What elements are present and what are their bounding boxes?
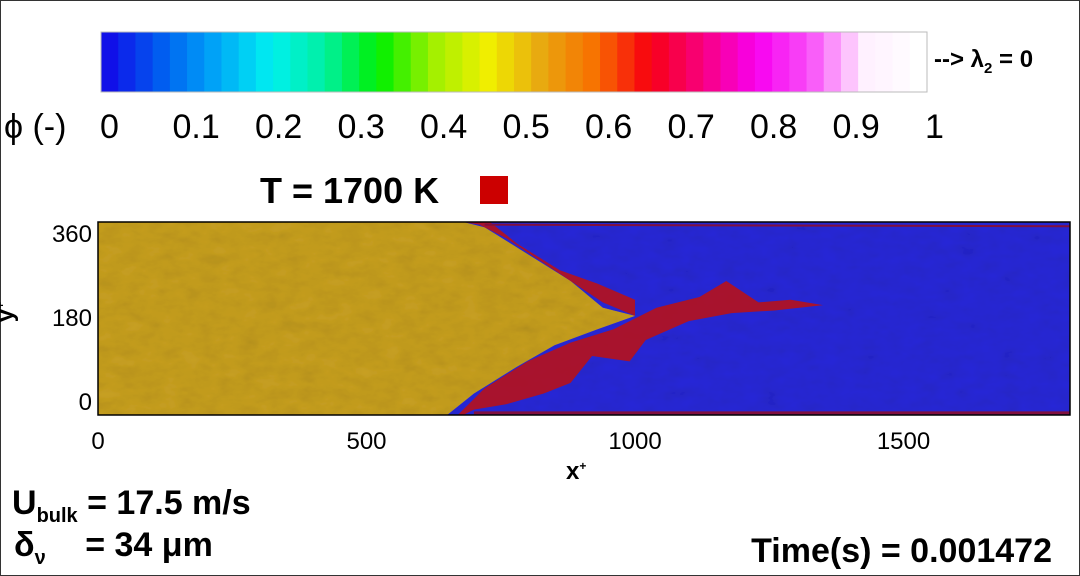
colorbar-segment xyxy=(496,32,515,92)
bulk-velocity: Ubulk = 17.5 m/s xyxy=(12,484,251,527)
colorbar-border xyxy=(100,31,928,93)
colorbar-segment xyxy=(514,32,532,92)
colorbar-segment xyxy=(875,32,894,92)
colorbar-segment xyxy=(668,32,687,92)
lambda2-value: = 0 xyxy=(992,46,1034,73)
colorbar-segment xyxy=(548,32,567,92)
colorbar-tick-label: 0.1 xyxy=(172,108,220,146)
colorbar-segment xyxy=(341,32,360,92)
colorbar-segment xyxy=(634,32,653,92)
time-readout: Time(s) = 0.001472 xyxy=(751,532,1052,570)
colorbar-segment xyxy=(427,32,446,92)
lambda2-note: --> λ2 = 0 xyxy=(934,46,1033,77)
colorbar-segment xyxy=(187,32,205,92)
colorbar-segment xyxy=(169,32,188,92)
colorbar-segment xyxy=(840,32,859,92)
colorbar-tick-label: 0.6 xyxy=(585,108,633,146)
colorbar-tick-label: 0.7 xyxy=(667,108,715,146)
x-axis-label: x+ xyxy=(566,458,587,485)
colorbar-segment xyxy=(152,32,171,92)
flame-surface-lower xyxy=(441,280,823,415)
colorbar-tick-label: 0.9 xyxy=(832,108,880,146)
colorbar xyxy=(101,32,928,92)
colorbar-segment xyxy=(221,32,240,92)
colorbar-segment xyxy=(600,32,618,92)
colorbar-segment xyxy=(892,32,911,92)
y-tick-label: 360 xyxy=(51,221,92,248)
x-tick-label: 1500 xyxy=(876,428,931,455)
colorbar-segment xyxy=(806,32,825,92)
wall-flame-top xyxy=(484,223,1071,228)
viscous-length: δν = 34 μm xyxy=(14,526,213,569)
colorbar-segment xyxy=(462,32,481,92)
colorbar-tick-label: 0.5 xyxy=(502,108,550,146)
plot-area xyxy=(97,221,1071,416)
colorbar-segment xyxy=(255,32,274,92)
colorbar-segment xyxy=(359,32,377,92)
colorbar-segment xyxy=(686,32,704,92)
colorbar-variable-label: ϕ (-) xyxy=(4,108,67,146)
colorbar-segment xyxy=(789,32,808,92)
colorbar-segment xyxy=(118,32,137,92)
colorbar-segment xyxy=(720,32,739,92)
colorbar-segment xyxy=(445,32,463,92)
colorbar-tick-label: 0.3 xyxy=(337,108,385,146)
colorbar-tick-label: 0.8 xyxy=(750,108,798,146)
x-tick-label: 500 xyxy=(346,428,387,455)
colorbar-segment xyxy=(703,32,722,92)
flame-surface-upper xyxy=(463,222,636,316)
colorbar-tick-label: 0.2 xyxy=(255,108,303,146)
colorbar-segment xyxy=(582,32,601,92)
lambda2-text: --> λ xyxy=(934,46,985,73)
colorbar-segment xyxy=(204,32,223,92)
colorbar-segment xyxy=(479,32,498,92)
colorbar-segment xyxy=(324,32,343,92)
unburnt-region xyxy=(98,222,636,415)
colorbar-segment xyxy=(617,32,636,92)
colorbar-segment xyxy=(273,32,291,92)
colorbar-segment xyxy=(565,32,584,92)
colorbar-segment xyxy=(858,32,876,92)
colorbar-segment xyxy=(307,32,326,92)
legend-swatch xyxy=(480,176,508,204)
colorbar-tick-label: 1 xyxy=(925,108,944,146)
lambda2-sub: 2 xyxy=(984,59,993,77)
colorbar-segment xyxy=(754,32,773,92)
colorbar-segment xyxy=(290,32,309,92)
colorbar-segment xyxy=(772,32,790,92)
colorbar-segment xyxy=(531,32,550,92)
colorbar-segment xyxy=(823,32,842,92)
colorbar-segment xyxy=(410,32,429,92)
colorbar-tick-label: 0 xyxy=(100,108,119,146)
colorbar-segment xyxy=(651,32,670,92)
y-axis-label: y+ xyxy=(0,302,20,322)
colorbar-segment xyxy=(376,32,395,92)
x-tick-label: 0 xyxy=(91,428,105,455)
y-tick-label: 180 xyxy=(51,304,92,332)
colorbar-tick-label: 0.4 xyxy=(420,108,468,146)
colorbar-segment xyxy=(101,32,119,92)
colorbar-segment xyxy=(393,32,412,92)
plot-border xyxy=(97,221,1071,416)
legend-label: T = 1700 K xyxy=(260,170,440,211)
y-tick-label: 0 xyxy=(78,389,92,416)
colorbar-segment xyxy=(737,32,756,92)
colorbar-segment xyxy=(135,32,154,92)
colorbar-segment xyxy=(238,32,257,92)
colorbar-segment xyxy=(909,32,928,92)
x-tick-label: 1000 xyxy=(608,428,662,455)
